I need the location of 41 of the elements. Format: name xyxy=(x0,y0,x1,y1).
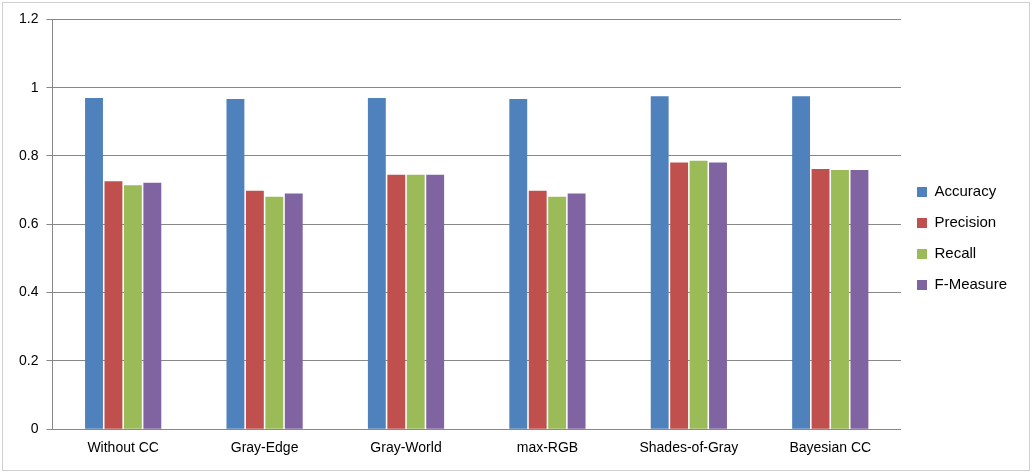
bar xyxy=(284,193,303,429)
bar xyxy=(670,162,689,429)
x-tick-label: Bayesian CC xyxy=(789,439,872,456)
legend-label: F-Measure xyxy=(934,275,1008,293)
bar xyxy=(831,170,849,429)
bar xyxy=(265,196,284,429)
bar xyxy=(104,181,123,429)
legend-label: Recall xyxy=(934,244,977,262)
x-tick-label: Gray-World xyxy=(370,439,442,456)
bar xyxy=(792,96,811,429)
y-tick-label: 0.4 xyxy=(18,283,39,300)
y-tick-label: 0.8 xyxy=(18,146,39,163)
bar xyxy=(406,174,425,429)
bar xyxy=(387,174,406,429)
x-tick-label: Without CC xyxy=(87,439,159,456)
bar xyxy=(85,97,103,429)
bar xyxy=(123,185,142,429)
x-tick-label: max-RGB xyxy=(516,439,579,456)
bar xyxy=(650,96,669,429)
bar xyxy=(528,190,547,429)
y-tick-label: 1 xyxy=(30,78,39,95)
bar xyxy=(548,196,567,429)
y-tick-label: 0.2 xyxy=(18,351,39,368)
x-tick-label: Gray-Edge xyxy=(230,439,299,456)
y-tick-label: 0.6 xyxy=(18,215,39,232)
bar xyxy=(509,98,528,429)
bar xyxy=(367,97,386,429)
bar xyxy=(850,170,869,429)
x-tick-label: Shades-of-Gray xyxy=(639,439,739,456)
bar xyxy=(226,98,245,429)
bar xyxy=(567,193,586,429)
bar xyxy=(709,162,727,429)
y-tick-label: 1.2 xyxy=(18,10,39,27)
legend-label: Accuracy xyxy=(934,182,997,200)
bar xyxy=(426,174,445,429)
bar xyxy=(143,182,162,429)
bar xyxy=(245,190,264,429)
bar xyxy=(811,168,830,429)
bar xyxy=(689,160,708,429)
legend-label: Precision xyxy=(934,213,997,231)
y-tick-label: 0 xyxy=(30,420,39,437)
